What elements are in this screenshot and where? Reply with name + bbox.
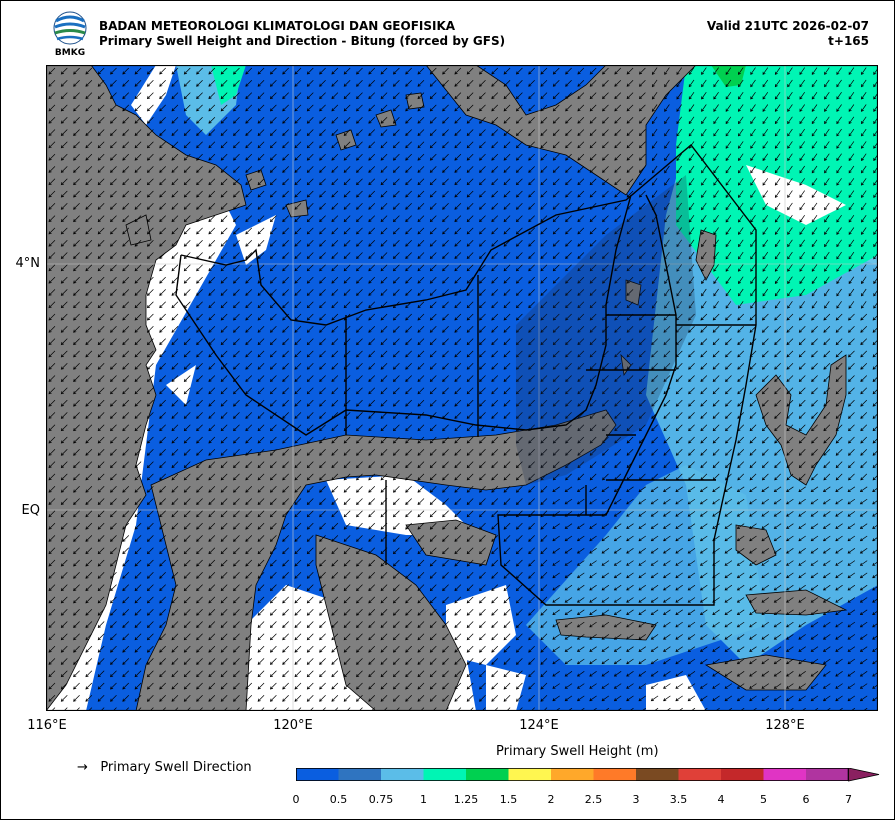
colorbar-segment xyxy=(296,768,339,781)
colorbar-tick-label: 0.5 xyxy=(329,793,348,806)
colorbar-segment xyxy=(508,768,552,781)
graticule xyxy=(46,65,878,711)
colorbar-segment xyxy=(423,768,467,781)
agency-title: BADAN METEOROLOGI KLIMATOLOGI DAN GEOFIS… xyxy=(99,19,456,33)
colorbar-segment xyxy=(806,768,849,781)
colorbar-segment xyxy=(721,768,764,781)
lead-time: t+165 xyxy=(828,34,869,48)
sulawesi-se-arm xyxy=(315,534,467,711)
colorbar-tick-label: 0.75 xyxy=(368,793,394,806)
swell-map xyxy=(46,65,878,711)
sulawesi-e-arm xyxy=(405,519,497,566)
direction-legend: → Primary Swell Direction xyxy=(77,760,252,775)
direction-legend-label: Primary Swell Direction xyxy=(100,760,252,775)
forecast-zone-boundaries xyxy=(175,143,757,606)
colorbar-extend-arrow xyxy=(848,767,880,782)
colorbar-tick-label: 3.5 xyxy=(669,793,688,806)
colorbar-tick-label: 2 xyxy=(547,793,555,806)
colorbar-tick-label: 1.5 xyxy=(499,793,518,806)
colorbar-segment xyxy=(551,768,594,781)
colorbar-tick-label: 2.5 xyxy=(584,793,603,806)
valid-time: Valid 21UTC 2026-02-07 xyxy=(706,19,869,33)
arrow-icon: → xyxy=(77,760,88,775)
lon-label-120e: 120°E xyxy=(273,718,313,733)
lon-label-116e: 116°E xyxy=(27,718,67,733)
colorbar-segment xyxy=(593,768,637,781)
svg-text:BMKG: BMKG xyxy=(55,48,85,57)
colorbar-segment xyxy=(763,768,807,781)
colorbar-tick-label: 3 xyxy=(632,793,640,806)
colorbar-tick-label: 0 xyxy=(292,793,300,806)
colorbar-segment xyxy=(381,768,424,781)
colorbar-tick-label: 7 xyxy=(845,793,852,806)
sulawesi xyxy=(135,409,617,711)
colorbar-title: Primary Swell Height (m) xyxy=(496,744,659,759)
lat-label-eq: EQ xyxy=(21,503,40,518)
lat-label-4n: 4°N xyxy=(15,256,41,271)
colorbar-segment xyxy=(636,768,679,781)
borneo xyxy=(46,65,247,711)
lon-label-124e: 124°E xyxy=(519,718,559,733)
colorbar-segment xyxy=(338,768,382,781)
colorbar-tick-label: 1 xyxy=(420,793,427,806)
bmkg-logo: BMKG xyxy=(50,11,90,58)
colorbar-segment xyxy=(466,768,509,781)
colorbar-segment xyxy=(678,768,722,781)
colorbar xyxy=(296,767,880,786)
colorbar-tick-label: 4 xyxy=(717,793,725,806)
colorbar-tick-label: 6 xyxy=(802,793,810,806)
halmahera xyxy=(755,354,847,486)
direction-arrow-glyphs xyxy=(48,67,878,711)
missing-data xyxy=(131,65,846,711)
colorbar-tick-label: 1.25 xyxy=(453,793,479,806)
colorbar-tick-label: 5 xyxy=(760,793,767,806)
product-title: Primary Swell Height and Direction - Bit… xyxy=(99,34,506,48)
swell-direction-arrows xyxy=(48,67,878,711)
lon-label-128e: 128°E xyxy=(765,718,805,733)
